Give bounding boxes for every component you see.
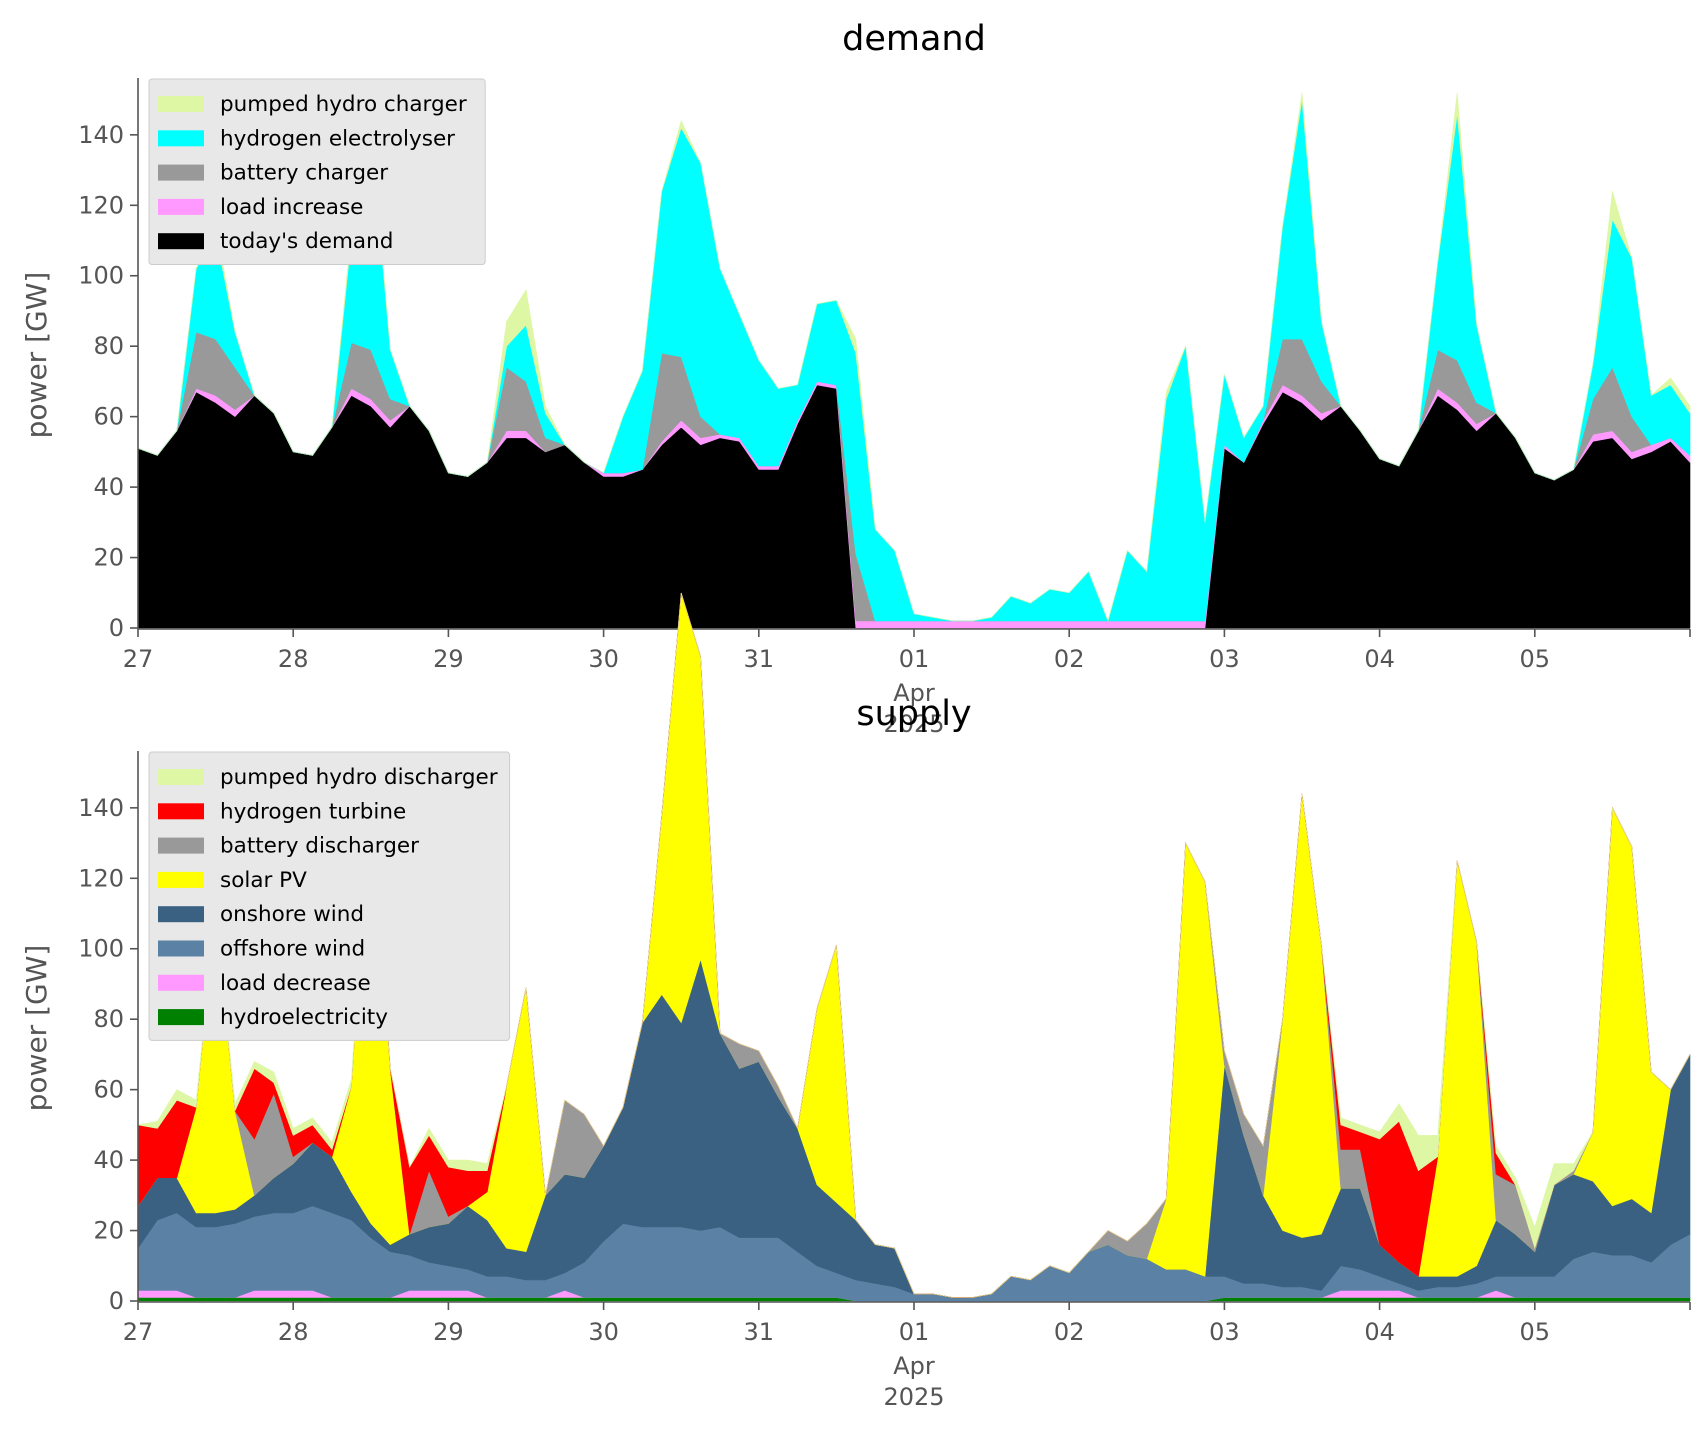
y-tick-label: 80 [93, 1005, 124, 1033]
y-tick-label: 20 [93, 1217, 124, 1245]
x-tick-label: 03 [1209, 645, 1240, 673]
legend-label-today-s-demand: today's demand [220, 229, 393, 254]
y-tick-label: 60 [93, 403, 124, 431]
legend-label-pumped-hydro-charger: pumped hydro charger [220, 92, 467, 117]
legend-swatch-solar-pv [158, 871, 204, 888]
demand-title: demand [842, 19, 986, 59]
x-tick-label: 05 [1520, 1318, 1551, 1346]
y-tick-label: 100 [78, 935, 124, 963]
legend-label-offshore-wind: offshore wind [220, 937, 365, 962]
y-tick-label: 40 [93, 1146, 124, 1174]
legend-swatch-hydroelectricity [158, 1009, 204, 1026]
x-tick-label: 30 [588, 1318, 619, 1346]
x-tick-sublabel: 2025 [883, 710, 944, 738]
legend-label-pumped-hydro-discharger: pumped hydro discharger [220, 765, 498, 790]
supply-legend: pumped hydro discharger hydrogen turbine b… [148, 751, 511, 1041]
legend-swatch-battery-discharger [158, 837, 204, 854]
supply-areas [137, 592, 1691, 1302]
x-tick-label: 27 [123, 645, 154, 673]
x-tick-label: 31 [744, 1318, 775, 1346]
legend-swatch-today-s-demand [158, 233, 204, 250]
legend-label-onshore-wind: onshore wind [220, 902, 364, 927]
x-tick-label: 02 [1054, 1318, 1085, 1346]
x-tick-sublabel: Apr [893, 1352, 935, 1380]
legend-label-battery-charger: battery charger [220, 161, 388, 186]
y-tick-label: 140 [78, 121, 124, 149]
legend-label-load-decrease: load decrease [220, 971, 371, 996]
y-tick-label: 100 [78, 262, 124, 290]
legend-swatch-hydrogen-turbine [158, 803, 204, 820]
demand-ylabel: power [GW] [20, 272, 53, 439]
y-tick-label: 120 [78, 864, 124, 892]
x-tick-label: 28 [278, 1318, 309, 1346]
x-tick-label: 04 [1364, 645, 1395, 673]
supply-ylabel: power [GW] [20, 945, 53, 1112]
x-tick-label: 29 [433, 1318, 464, 1346]
x-tick-sublabel: 2025 [883, 1383, 944, 1411]
y-tick-label: 60 [93, 1076, 124, 1104]
legend-swatch-pumped-hydro-charger [158, 96, 204, 112]
demand-legend: pumped hydro charger hydrogen electrolyse… [148, 78, 486, 265]
x-tick-label: 01 [899, 645, 930, 673]
legend-swatch-onshore-wind [158, 906, 204, 923]
legend-label-hydrogen-electrolyser: hydrogen electrolyser [220, 126, 455, 151]
y-tick-label: 140 [78, 794, 124, 822]
legend-swatch-hydrogen-electrolyser [158, 130, 204, 147]
demand-areas [137, 92, 1691, 629]
supply-title: supply [856, 694, 971, 734]
x-tick-label: 31 [744, 645, 775, 673]
legend-box [148, 78, 486, 265]
legend-box [148, 751, 511, 1041]
y-tick-label: 0 [109, 1287, 124, 1315]
x-tick-label: 01 [899, 1318, 930, 1346]
legend-label-battery-discharger: battery discharger [220, 834, 419, 859]
y-tick-label: 80 [93, 332, 124, 360]
legend-label-hydrogen-turbine: hydrogen turbine [220, 799, 406, 824]
legend-swatch-pumped-hydro-discharger [158, 769, 204, 785]
y-tick-label: 20 [93, 544, 124, 572]
y-tick-label: 40 [93, 473, 124, 501]
x-tick-label: 28 [278, 645, 309, 673]
x-tick-label: 02 [1054, 645, 1085, 673]
x-tick-label: 27 [123, 1318, 154, 1346]
y-tick-label: 0 [109, 614, 124, 642]
area-pumped-hydro-discharger [137, 592, 1691, 1298]
x-tick-sublabel: Apr [893, 679, 935, 707]
legend-label-hydroelectricity: hydroelectricity [220, 1005, 388, 1030]
x-tick-label: 29 [433, 645, 464, 673]
y-tick-label: 120 [78, 191, 124, 219]
x-tick-label: 05 [1520, 645, 1551, 673]
demand-panel: 0 20 40 60 80 100 120 140 27 28 29 30 31 01 Apr 2025 02 0… [20, 19, 1691, 738]
legend-swatch-battery-charger [158, 164, 204, 181]
x-tick-label: 04 [1364, 1318, 1395, 1346]
legend-label-solar-pv: solar PV [220, 868, 307, 893]
area-pumped-hydro-charger [137, 92, 1691, 622]
legend-label-load-increase: load increase [220, 195, 363, 220]
legend-swatch-load-decrease [158, 974, 204, 991]
x-tick-label: 03 [1209, 1318, 1240, 1346]
x-tick-label: 30 [588, 645, 619, 673]
legend-swatch-offshore-wind [158, 940, 204, 957]
legend-swatch-load-increase [158, 198, 204, 215]
